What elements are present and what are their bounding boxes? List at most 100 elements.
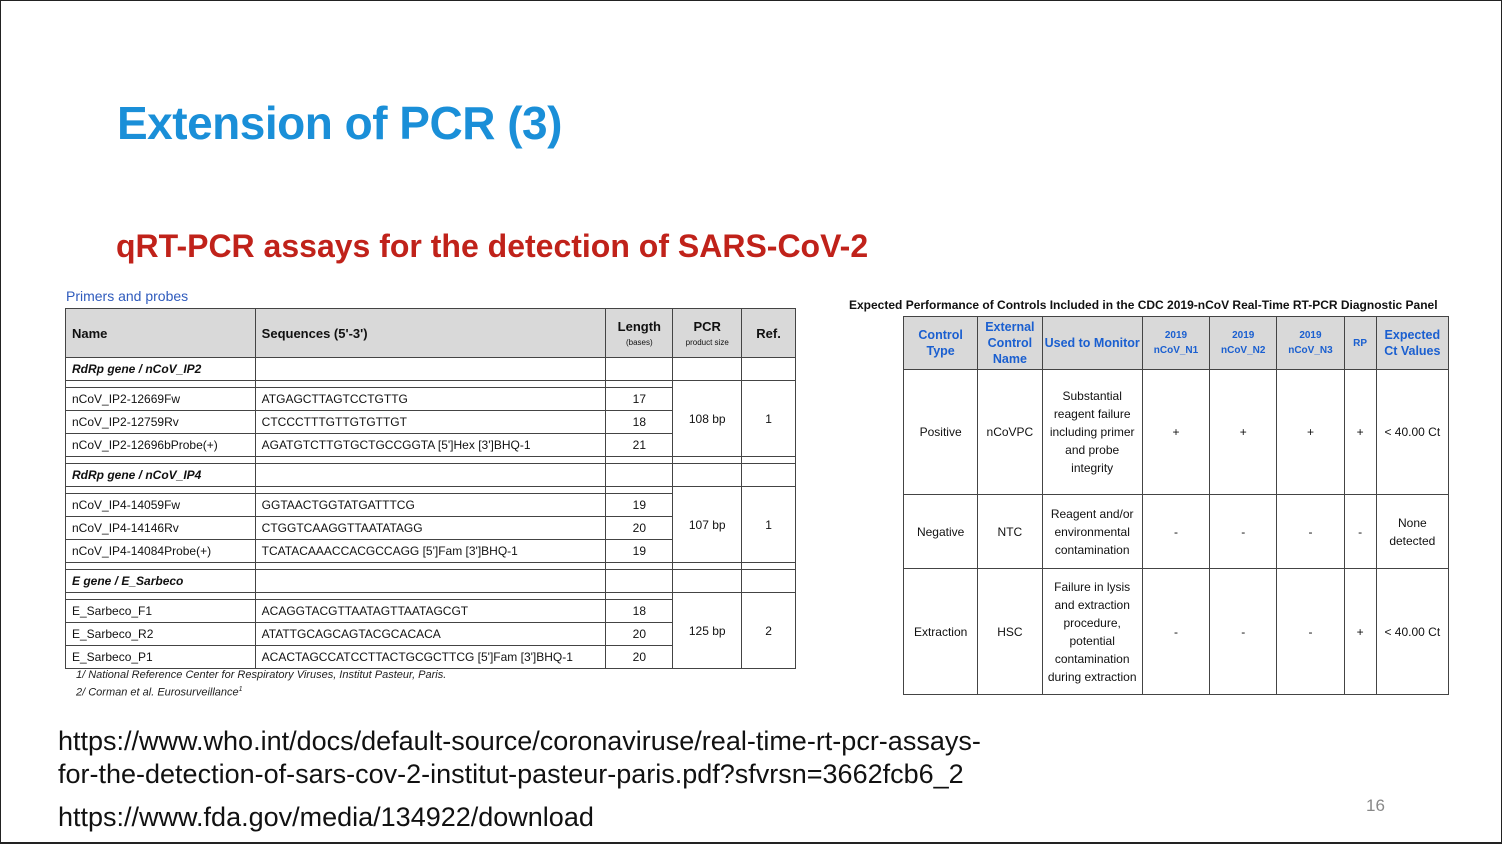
control-name: nCoVPC [977,369,1043,495]
group-title: RdRp gene / nCoV_IP2 [65,357,256,381]
primer-sequence: CTCCCTTTGTTGTGTTGT [254,410,607,434]
group-header-row: RdRp gene / nCoV_IP4 [65,463,796,487]
who-link-line-2[interactable]: for-the-detection-of-sars-cov-2-institut… [58,759,964,789]
primer-length: 20 [605,622,674,646]
primer-length: 18 [605,599,674,623]
primer-sequence: ACAGGTACGTTAATAGTTAATAGCGT [254,599,607,623]
primer-sequence: AGATGTCTTGTGCTGCCGGTA [5']Hex [3']BHQ-1 [254,433,607,457]
group-title: RdRp gene / nCoV_IP4 [65,463,256,487]
n1-result: + [1141,369,1211,495]
primer-sequence: ACACTAGCCATCCTTACTGCGCTTCG [5']Fam [3']B… [254,645,607,669]
n2-result: - [1209,494,1278,569]
used-to-monitor: Substantial reagent failure including pr… [1041,369,1143,495]
reference: 1 [741,380,796,457]
used-to-monitor: Reagent and/or environmental contaminati… [1041,494,1143,569]
primer-sequence: ATGAGCTTAGTCCTGTTG [254,387,607,411]
primer-length: 17 [605,387,674,411]
primer-length: 18 [605,410,674,434]
primer-length: 19 [605,539,674,563]
header-expected-ct: Expected Ct Values [1375,316,1450,370]
header-length: Length (bases) [605,308,674,358]
n1-result: - [1141,494,1211,569]
table-row: E_Sarbeco_F1 ACAGGTACGTTAATAGTTAATAGCGT 18 [65,599,796,623]
table-row: nCoV_IP2-12696bProbe(+) AGATGTCTTGTGCTGCC… [65,433,796,457]
primer-length: 21 [605,433,674,457]
expected-ct: < 40.00 Ct [1375,568,1450,695]
header-ref: Ref. [741,308,796,358]
header-sequences: Sequences (5'-3') [254,308,607,358]
slide-subtitle: qRT-PCR assays for the detection of SARS… [116,228,869,264]
group-separator: 107 bp 1 [65,486,796,563]
control-type: Positive [902,369,979,495]
product-size: 107 bp [672,486,743,563]
product-size: 108 bp [672,380,743,457]
primers-table-label: Primers and probes [66,288,189,304]
primer-name: nCoV_IP2-12669Fw [65,387,256,411]
slide-title: Extension of PCR (3) [117,97,562,149]
header-n1: 2019 nCoV_N1 [1141,316,1211,370]
primer-name: E_Sarbeco_R2 [65,622,256,646]
table-row: E_Sarbeco_P1 ACACTAGCCATCCTTACTGCGCTTCG [… [65,645,796,669]
expected-ct: < 40.00 Ct [1375,369,1450,495]
n2-result: - [1209,568,1278,695]
table-row: nCoV_IP4-14146Rv CTGGTCAAGGTTAATATAGG 20 [65,516,796,540]
table-row: Positive nCoVPC Substantial reagent failur… [902,369,1450,495]
product-size: 125 bp [672,592,743,669]
primer-length: 19 [605,493,674,517]
group-separator [65,562,796,570]
group-header-row: RdRp gene / nCoV_IP2 [65,357,796,381]
group-separator: 125 bp 2 [65,592,796,669]
header-pcr: PCR product size [672,308,743,358]
fda-link[interactable]: https://www.fda.gov/media/134922/downloa… [58,802,594,832]
n1-result: - [1141,568,1211,695]
header-external-control-name: External Control Name [977,316,1043,370]
primer-name: nCoV_IP2-12696bProbe(+) [65,433,256,457]
primer-length: 20 [605,645,674,669]
primer-name: E_Sarbeco_P1 [65,645,256,669]
header-rp: RP [1343,316,1377,370]
rp-result: + [1343,369,1377,495]
controls-header-row: Control Type External Control Name Used … [902,316,1450,370]
group-separator: 108 bp 1 [65,380,796,457]
header-n3: 2019 nCoV_N3 [1276,316,1345,370]
primer-sequence: ATATTGCAGCAGTACGCACACA [254,622,607,646]
primer-sequence: GGTAACTGGTATGATTTCG [254,493,607,517]
table-row: E_Sarbeco_R2 ATATTGCAGCAGTACGCACACA 20 [65,622,796,646]
reference: 1 [741,486,796,563]
controls-table: Control Type External Control Name Used … [902,316,1450,695]
primer-name: nCoV_IP4-14084Probe(+) [65,539,256,563]
header-n2: 2019 nCoV_N2 [1209,316,1278,370]
footnote-2: 2/ Corman et al. Eurosurveillance1 [76,686,243,699]
page-number: 16 [1366,796,1385,815]
control-name: NTC [977,494,1043,569]
header-name: Name [65,308,256,358]
primers-table: Name Sequences (5'-3') Length (bases) PCR… [65,308,796,669]
who-link-line-1[interactable]: https://www.who.int/docs/default-source/… [58,726,981,756]
group-title: E gene / E_Sarbeco [65,569,256,593]
primer-sequence: CTGGTCAAGGTTAATATAGG [254,516,607,540]
primer-length: 20 [605,516,674,540]
controls-table-caption: Expected Performance of Controls Include… [849,298,1438,312]
table-row: Negative NTC Reagent and/or environmental … [902,494,1450,569]
table-row: nCoV_IP4-14059Fw GGTAACTGGTATGATTTCG 19 [65,493,796,517]
used-to-monitor: Failure in lysis and extraction procedur… [1041,568,1143,695]
control-type: Negative [902,494,979,569]
n3-result: + [1276,369,1345,495]
group-header-row: E gene / E_Sarbeco [65,569,796,593]
rp-result: + [1343,568,1377,695]
expected-ct: None detected [1375,494,1450,569]
table-row: Extraction HSC Failure in lysis and extrac… [902,568,1450,695]
rp-result: - [1343,494,1377,569]
control-name: HSC [977,568,1043,695]
primers-header-row: Name Sequences (5'-3') Length (bases) PCR… [65,308,796,358]
n3-result: - [1276,494,1345,569]
primer-name: nCoV_IP4-14059Fw [65,493,256,517]
footnote-1: 1/ National Reference Center for Respira… [76,669,447,681]
primer-name: nCoV_IP2-12759Rv [65,410,256,434]
table-row: nCoV_IP2-12669Fw ATGAGCTTAGTCCTGTTG 17 [65,387,796,411]
header-control-type: Control Type [902,316,979,370]
control-type: Extraction [902,568,979,695]
header-used-to-monitor: Used to Monitor [1041,316,1143,370]
group-separator [65,456,796,464]
